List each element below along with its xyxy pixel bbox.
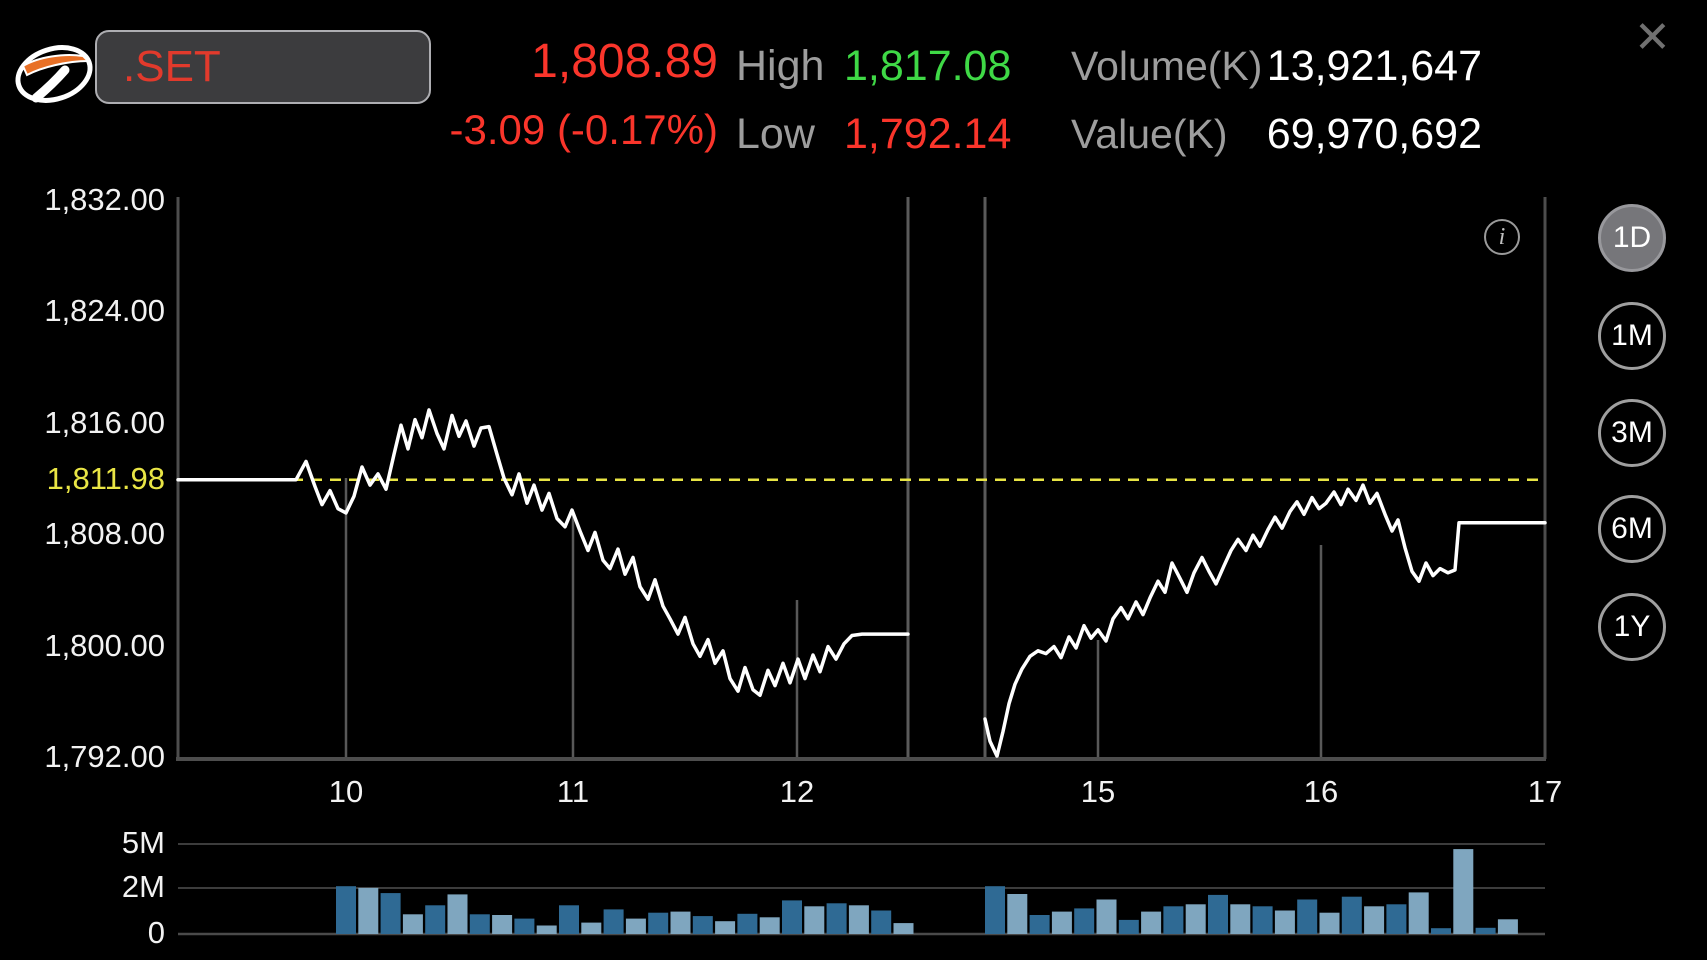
app-logo xyxy=(15,45,93,103)
volume-bar xyxy=(1230,904,1251,934)
y-tick-label: 1,824.00 xyxy=(44,293,165,329)
volume-bar xyxy=(1386,904,1407,934)
volume-tick-label: 5M xyxy=(121,825,165,860)
volume-bar xyxy=(648,912,669,934)
volume-bar xyxy=(782,900,802,934)
volume-bar xyxy=(1007,894,1028,934)
timeframe-button-3m[interactable]: 3M xyxy=(1598,399,1666,467)
volume-bar xyxy=(759,917,780,934)
price-change: -3.09 (-0.17%) xyxy=(449,106,718,153)
volume-bar xyxy=(1453,849,1474,934)
x-tick-label: 10 xyxy=(328,774,364,809)
y-tick-label: 1,816.00 xyxy=(44,404,165,440)
volume-bar xyxy=(692,916,713,934)
price-line-morning xyxy=(176,408,910,698)
volume-bar xyxy=(536,925,557,934)
volume-bar xyxy=(1341,896,1362,934)
low-label: Low xyxy=(736,110,815,158)
volume-bar xyxy=(1475,927,1496,934)
high-value: 1,817.08 xyxy=(844,42,1012,90)
volume-label: Volume(K) xyxy=(1071,43,1263,89)
volume-bar xyxy=(492,915,513,934)
volume-bar xyxy=(804,906,825,934)
volume-tick-label: 2M xyxy=(121,869,165,904)
x-tick-label: 15 xyxy=(1080,774,1116,809)
volume-bar xyxy=(737,913,758,934)
volume-bar xyxy=(670,911,691,934)
symbol-text: .SET xyxy=(123,42,221,91)
volume-bar xyxy=(1431,928,1451,934)
volume-value: 13,921,647 xyxy=(1266,42,1482,90)
volume-bar xyxy=(1319,912,1340,934)
volume-bar xyxy=(447,894,468,934)
timeframe-button-1y[interactable]: 1Y xyxy=(1598,593,1666,661)
low-value: 1,792.14 xyxy=(844,110,1012,158)
x-tick-label: 16 xyxy=(1303,774,1339,809)
volume-bar xyxy=(1297,899,1318,934)
volume-bar xyxy=(358,887,379,934)
price-line-afternoon xyxy=(983,483,1547,758)
volume-bar xyxy=(1096,899,1117,934)
volume-bar xyxy=(1208,894,1228,934)
logo-stem xyxy=(31,65,70,103)
volume-bar xyxy=(1274,910,1295,934)
volume-bar xyxy=(715,921,736,934)
x-tick-label: 17 xyxy=(1527,774,1563,809)
volume-bar xyxy=(1118,919,1139,934)
last-price: 1,808.89 xyxy=(531,35,718,88)
value-value: 69,970,692 xyxy=(1266,110,1482,158)
volume-bar xyxy=(514,918,535,934)
volume-bar xyxy=(402,914,423,934)
volume-bar xyxy=(826,903,847,934)
volume-bar xyxy=(1163,906,1184,934)
symbol-search-field[interactable]: .SET xyxy=(95,30,431,104)
volume-bar xyxy=(603,909,624,934)
volume-bar xyxy=(425,905,446,934)
volume-tick-label: 0 xyxy=(147,915,165,950)
timeframe-button-6m[interactable]: 6M xyxy=(1598,495,1666,563)
volume-bar xyxy=(1051,911,1072,934)
volume-bar xyxy=(1141,911,1162,934)
volume-bar xyxy=(469,914,490,934)
volume-bar xyxy=(848,905,869,934)
volume-bar xyxy=(1408,892,1429,934)
high-label: High xyxy=(736,42,825,90)
logo-orange-bar xyxy=(21,54,91,77)
info-icon[interactable]: i xyxy=(1484,219,1520,255)
info-glyph: i xyxy=(1498,223,1506,250)
close-icon[interactable]: ✕ xyxy=(1634,13,1671,62)
volume-bar xyxy=(1252,906,1273,934)
volume-bar xyxy=(1364,906,1385,934)
volume-bar xyxy=(893,923,914,934)
x-tick-label: 11 xyxy=(556,774,590,809)
y-tick-label: 1,800.00 xyxy=(44,627,165,663)
volume-bar xyxy=(625,918,646,934)
logo-oval xyxy=(15,45,93,103)
y-tick-label: 1,792.00 xyxy=(44,739,165,774)
x-tick-label: 12 xyxy=(779,774,815,809)
volume-bar xyxy=(1074,908,1095,934)
volume-bar xyxy=(380,893,401,934)
volume-bar xyxy=(336,886,356,934)
volume-bar xyxy=(871,910,892,934)
volume-bar xyxy=(1497,919,1518,934)
y-tick-label: 1,808.00 xyxy=(44,516,165,552)
volume-bar xyxy=(581,922,602,934)
prev-close-label: 1,811.98 xyxy=(46,460,165,496)
volume-bar xyxy=(559,905,579,934)
volume-bar xyxy=(1185,904,1206,934)
volume-bar xyxy=(985,886,1005,934)
volume-bar xyxy=(1029,915,1050,934)
timeframe-button-1m[interactable]: 1M xyxy=(1598,302,1666,370)
y-tick-label: 1,832.00 xyxy=(44,182,165,217)
value-label: Value(K) xyxy=(1071,111,1228,157)
timeframe-button-1d[interactable]: 1D xyxy=(1598,204,1666,272)
